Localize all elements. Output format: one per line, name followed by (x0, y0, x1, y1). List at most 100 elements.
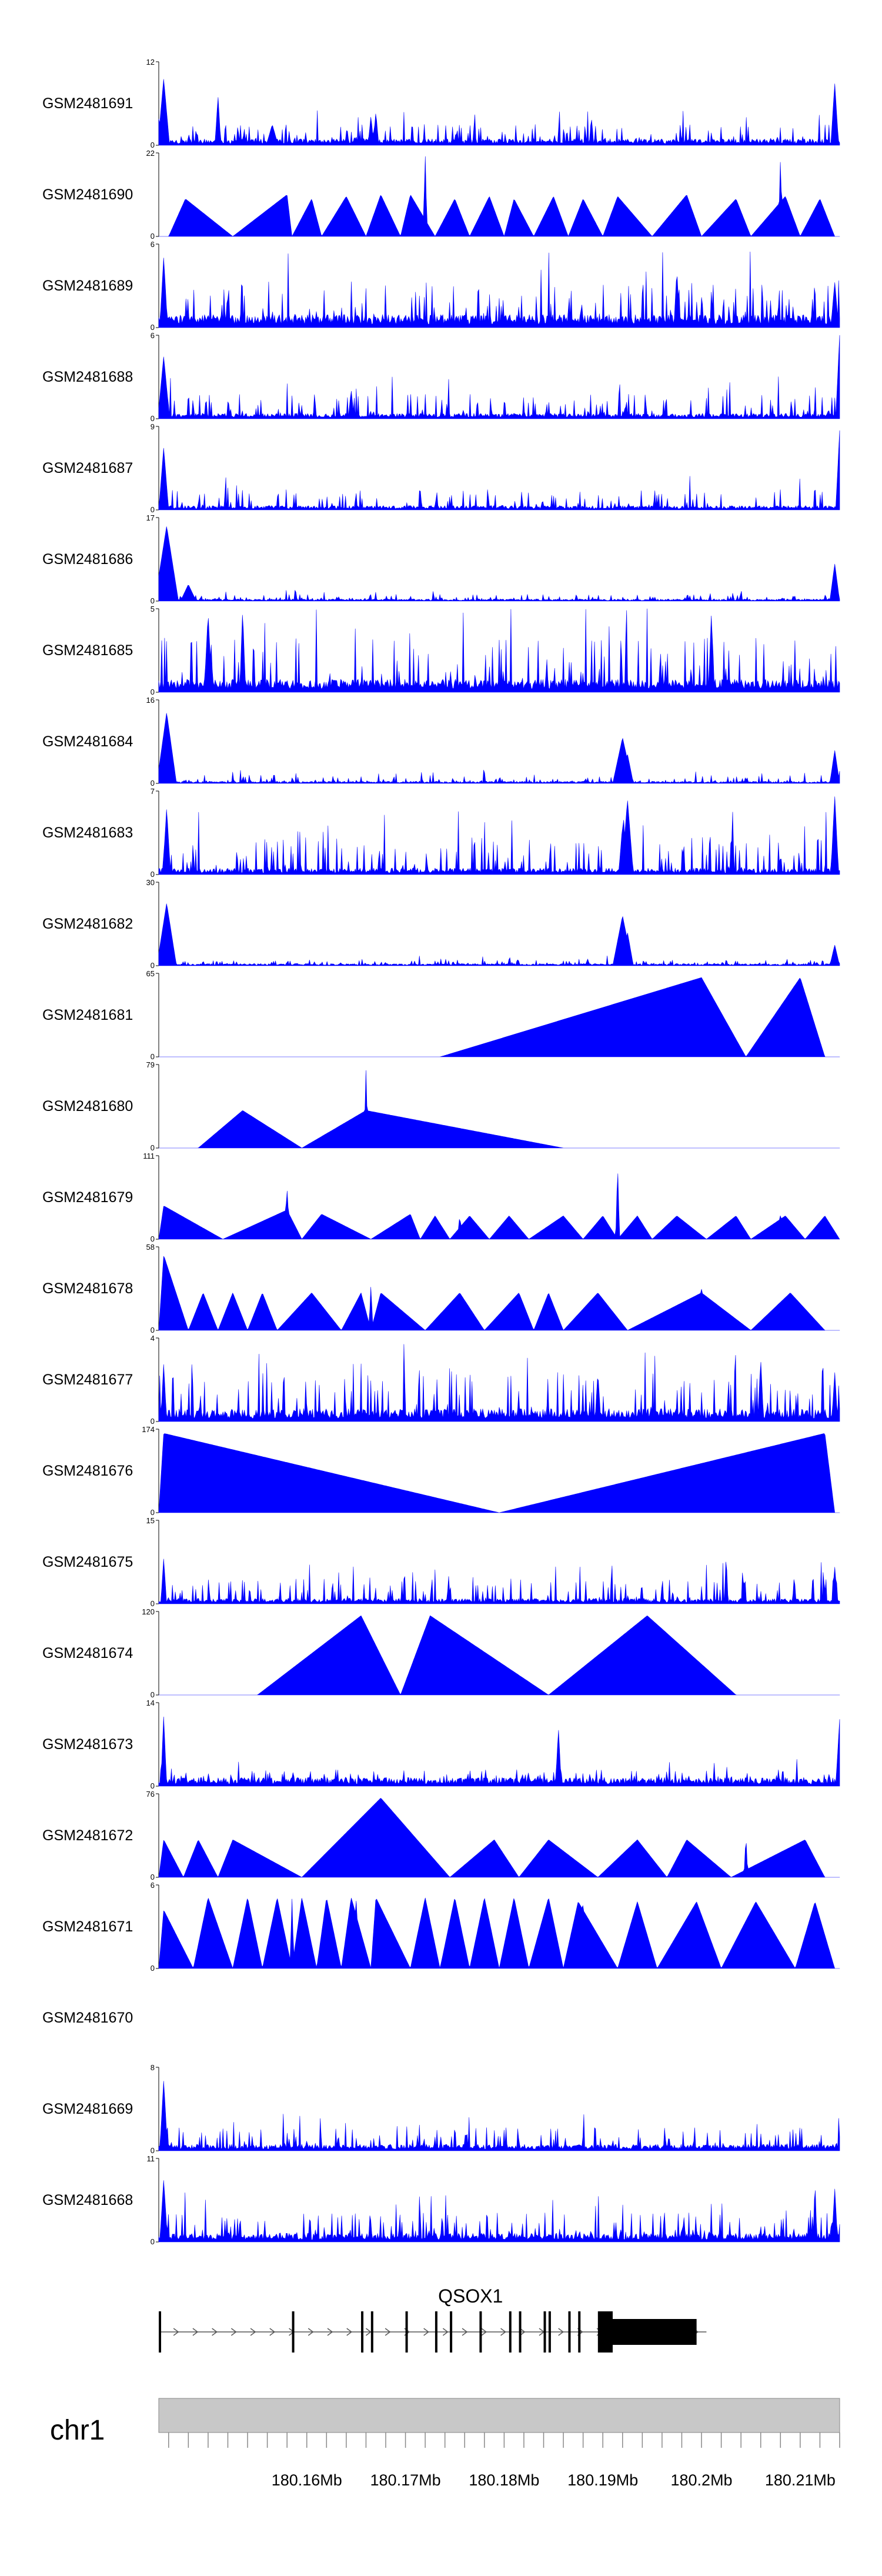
exon (568, 2311, 571, 2353)
coverage-area (158, 2081, 840, 2151)
coverage-area (158, 1344, 840, 1422)
coverage-area (158, 1433, 840, 1513)
y-max-label: 4 (151, 1334, 155, 1343)
y-max-label: 15 (146, 1516, 155, 1525)
x-tick-label: 180.18Mb (469, 2471, 539, 2489)
coverage-area (158, 1798, 840, 1878)
y-min-label: 0 (151, 232, 155, 241)
y-max-label: 8 (151, 2063, 155, 2072)
exon (519, 2311, 522, 2353)
track-label: GSM2481672 (42, 1827, 133, 1844)
y-min-label: 0 (151, 1143, 155, 1152)
y-min-label: 0 (151, 596, 155, 605)
coverage-area (158, 335, 840, 419)
chromosome-band (158, 2398, 840, 2433)
y-min-label: 0 (151, 1326, 155, 1334)
coverage-area (158, 1559, 840, 1604)
exon (578, 2311, 581, 2353)
y-min-label: 0 (151, 1417, 155, 1426)
y-max-label: 65 (146, 969, 155, 978)
exon (370, 2311, 373, 2353)
y-max-label: 111 (143, 1152, 155, 1160)
coverage-area (158, 79, 840, 146)
y-min-label: 0 (151, 1599, 155, 1608)
y-min-label: 0 (151, 1052, 155, 1061)
track-label: GSM2481690 (42, 186, 133, 203)
exon (450, 2311, 453, 2353)
strand-arrow (269, 2328, 276, 2336)
exon (361, 2311, 364, 2353)
y-max-label: 22 (146, 149, 155, 158)
coverage-area (158, 1716, 840, 1787)
y-min-label: 0 (151, 1873, 155, 1881)
exon (405, 2311, 408, 2353)
y-max-label: 11 (147, 2154, 155, 2163)
y-min-label: 0 (151, 1234, 155, 1243)
track-label: GSM2481669 (42, 2101, 133, 2117)
track-label: GSM2481671 (42, 1918, 133, 1935)
x-tick-label: 180.21Mb (765, 2471, 836, 2489)
coverage-area (158, 796, 840, 875)
y-min-label: 0 (151, 323, 155, 332)
coverage-area (158, 156, 840, 237)
chromosome-label: chr1 (50, 2415, 105, 2446)
strand-arrow (192, 2328, 199, 2336)
exon (543, 2311, 546, 2353)
y-max-label: 17 (146, 513, 155, 522)
y-max-label: 174 (142, 1425, 155, 1434)
coverage-area (158, 1897, 840, 1969)
y-min-label: 0 (151, 2237, 155, 2246)
exon (509, 2311, 512, 2353)
coverage-area (158, 1173, 840, 1240)
y-max-label: 120 (142, 1607, 155, 1616)
x-tick-label: 180.17Mb (370, 2471, 441, 2489)
strand-arrow (385, 2328, 391, 2336)
exon (548, 2311, 551, 2353)
exon (292, 2311, 295, 2353)
strand-arrow (442, 2328, 449, 2336)
y-max-label: 9 (151, 422, 155, 431)
coverage-area (158, 1256, 840, 1331)
coverage-area (158, 608, 840, 693)
y-max-label: 30 (146, 878, 155, 887)
y-max-label: 7 (151, 787, 155, 796)
coverage-area (158, 526, 840, 602)
y-min-label: 0 (151, 870, 155, 879)
strand-arrow (327, 2328, 333, 2336)
strand-arrow (366, 2328, 372, 2336)
y-min-label: 0 (151, 688, 155, 696)
coverage-area (158, 1070, 840, 1149)
strand-arrow (481, 2328, 487, 2336)
y-min-label: 0 (151, 779, 155, 788)
coverage-area (158, 903, 840, 966)
y-min-label: 0 (151, 1964, 155, 1973)
exon (479, 2311, 482, 2353)
y-min-label: 0 (151, 2146, 155, 2155)
coverage-area (158, 2180, 840, 2243)
track-label: GSM2481679 (42, 1189, 133, 1206)
x-tick-label: 180.19Mb (567, 2471, 638, 2489)
track-label: GSM2481670 (42, 2010, 133, 2026)
y-min-label: 0 (151, 141, 155, 149)
track-label: GSM2481674 (42, 1645, 133, 1661)
y-max-label: 6 (151, 240, 155, 249)
y-min-label: 0 (151, 414, 155, 423)
strand-arrow (212, 2328, 218, 2336)
strand-arrow (423, 2328, 429, 2336)
track-label: GSM2481668 (42, 2192, 133, 2208)
y-max-label: 76 (146, 1790, 155, 1798)
strand-arrow (500, 2328, 506, 2336)
y-max-label: 79 (146, 1060, 155, 1069)
track-label: GSM2481676 (42, 1463, 133, 1479)
gene-name-label: QSOX1 (438, 2285, 503, 2307)
y-min-label: 0 (151, 961, 155, 970)
strand-arrow (250, 2328, 256, 2336)
coverage-area (158, 713, 840, 784)
x-tick-label: 180.2Mb (671, 2471, 733, 2489)
y-max-label: 58 (146, 1243, 155, 1252)
track-label: GSM2481689 (42, 278, 133, 294)
track-label: GSM2481684 (42, 733, 133, 750)
track-label: GSM2481678 (42, 1280, 133, 1297)
coverage-area (158, 977, 840, 1057)
